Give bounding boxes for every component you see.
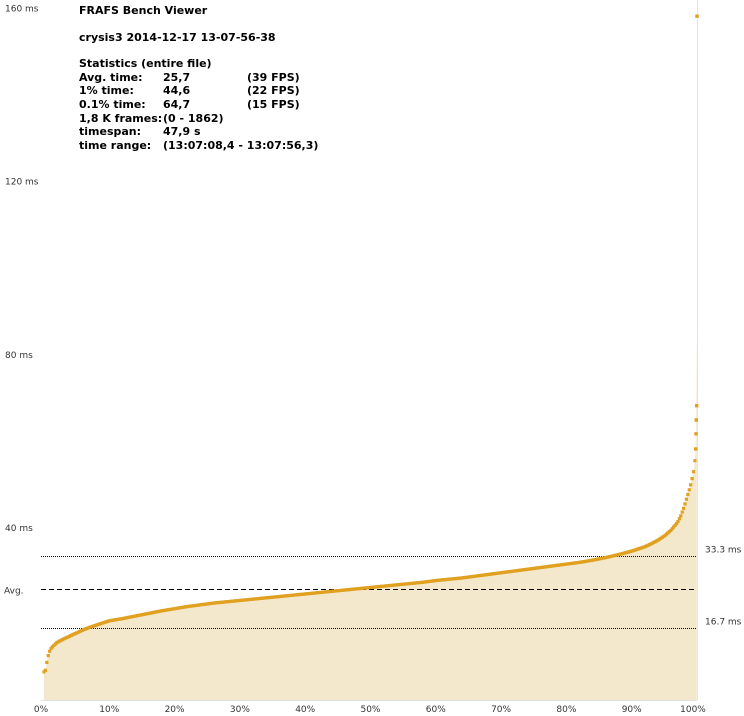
stats-label: Avg. time: <box>79 70 143 84</box>
stats-value: 25,7 <box>163 70 191 84</box>
x-tick-label: 70% <box>491 705 511 715</box>
x-tick-label: 0% <box>34 705 49 715</box>
stats-row-01pct: 0.1% time: 64,7 (15 FPS) <box>79 97 300 112</box>
outlier-point <box>695 14 699 18</box>
ref-line-label: 33.3 ms <box>705 546 742 556</box>
frame-point <box>686 492 690 497</box>
frame-point <box>690 476 694 481</box>
stats-label: 0.1% time: <box>79 97 146 111</box>
x-tick-label: 60% <box>426 705 446 715</box>
stats-row-frames: 1,8 K frames: (0 - 1862) <box>79 112 276 126</box>
stats-value: (0 - 1862) <box>163 111 224 125</box>
x-tick-label: 80% <box>556 705 576 715</box>
x-axis-ticks: 0% 10% 20% 30% 40% 50% 60% 70% 80% 90% 100% <box>34 705 706 715</box>
x-tick-label: 90% <box>622 705 642 715</box>
frame-point <box>677 517 681 521</box>
frame-point <box>676 519 680 524</box>
x-tick-label: 50% <box>360 705 380 715</box>
x-tick-label: 10% <box>99 705 119 715</box>
outlier-point <box>693 447 698 451</box>
stats-value: 47,9 s <box>163 125 201 139</box>
stats-extra: (39 FPS) <box>247 70 300 84</box>
avg-label: Avg. <box>4 587 24 597</box>
area-layer <box>44 327 697 700</box>
stats-heading: Statistics (entire file) <box>79 57 212 71</box>
frame-point <box>684 497 689 501</box>
stats-row-timerange: time range: (13:07:08,4 - 13:07:56,3) <box>79 138 318 153</box>
frame-point <box>674 522 679 526</box>
frame-point <box>679 514 683 518</box>
frame-point <box>687 488 691 492</box>
stats-row-1pct: 1% time: 44,6 (22 FPS) <box>79 84 300 98</box>
frame-point <box>669 528 673 532</box>
frame-point <box>691 470 696 474</box>
stats-value: (13:07:08,4 - 13:07:56,3) <box>163 138 319 152</box>
area-fill <box>44 327 697 700</box>
x-tick-label: 20% <box>165 705 185 715</box>
reference-lines: 33.3 ms Avg. 16.7 ms <box>4 546 742 629</box>
y-tick-label: 120 ms <box>5 178 39 188</box>
y-tick-label: 80 ms <box>5 351 33 361</box>
frame-point <box>681 506 686 510</box>
outlier-point <box>694 403 699 408</box>
x-tick-label: 40% <box>295 705 315 715</box>
frametime-curve <box>42 14 699 674</box>
outlier-point <box>694 418 699 422</box>
y-tick-label: 40 ms <box>5 524 33 534</box>
stats-label: timespan: <box>79 125 142 139</box>
y-axis-ticks: 40 ms 80 ms 120 ms 160 ms <box>5 5 39 534</box>
frame-point <box>693 459 697 463</box>
stats-label: 1% time: <box>79 84 134 98</box>
frame-point <box>680 510 684 514</box>
stats-value: 44,6 <box>163 84 191 98</box>
stats-row-avg: Avg. time: 25,7 (39 FPS) <box>79 70 300 85</box>
frame-point <box>46 654 50 658</box>
app-title: FRAFS Bench Viewer <box>79 4 208 17</box>
frame-point <box>689 483 693 487</box>
frame-point <box>45 660 49 665</box>
stats-panel: FRAFS Bench Viewer crysis3 2014-12-17 13… <box>79 4 318 153</box>
y-tick-label: 160 ms <box>5 5 39 15</box>
frame-point <box>43 668 48 672</box>
stats-label: time range: <box>79 138 152 152</box>
ref-line-label: 16.7 ms <box>705 618 742 628</box>
frame-point <box>48 649 52 653</box>
stats-extra: (22 FPS) <box>247 84 300 98</box>
stats-extra: (15 FPS) <box>247 97 300 111</box>
stats-row-timespan: timespan: 47,9 s <box>79 125 276 139</box>
frame-point <box>672 525 676 529</box>
stats-label: 1,8 K frames: <box>79 111 163 125</box>
x-tick-label: 100% <box>680 705 706 715</box>
x-tick-label: 30% <box>230 705 250 715</box>
frame-point <box>673 523 677 527</box>
outlier-point <box>694 432 698 436</box>
frame-point <box>683 502 687 506</box>
frame-point <box>670 527 674 531</box>
stats-value: 64,7 <box>163 97 191 111</box>
file-name: crysis3 2014-12-17 13-07-56-38 <box>79 30 276 44</box>
